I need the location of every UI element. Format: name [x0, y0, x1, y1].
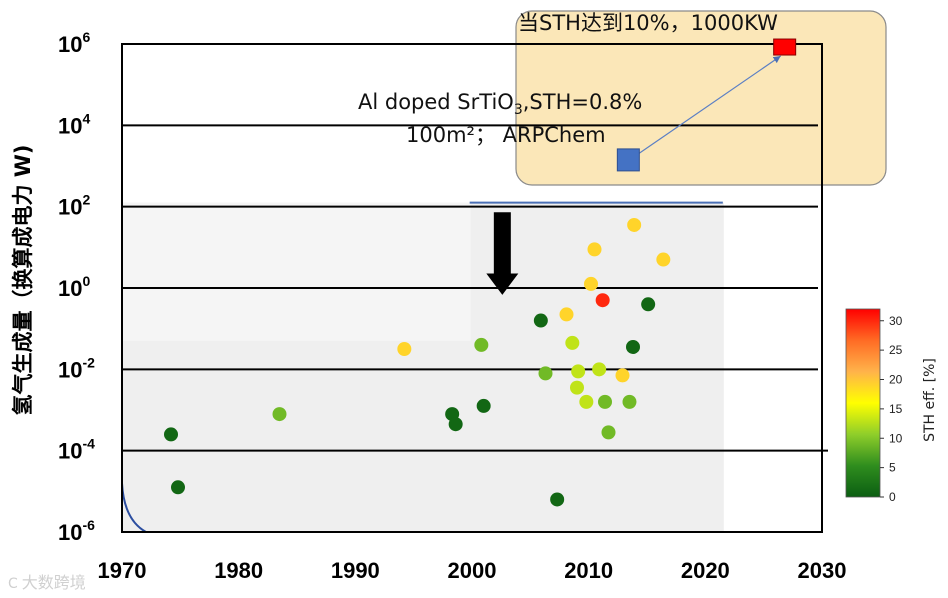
colorbar-tick-label: 0 — [889, 490, 896, 504]
watermark-logo-icon: C — [8, 576, 18, 592]
target-marker — [773, 38, 797, 56]
y-tick-label: 10-6 — [58, 517, 95, 545]
x-tick-label: 1970 — [98, 558, 147, 583]
data-point — [584, 276, 598, 291]
gridlines — [122, 124, 828, 452]
current-record-subscript: 3 — [513, 102, 523, 119]
x-tick-label: 2010 — [564, 558, 613, 583]
colorbar-tick-label: 5 — [889, 461, 896, 475]
down-arrow — [486, 212, 519, 295]
data-point — [565, 335, 580, 350]
current-record-area: 100m²； ARPChem — [406, 123, 606, 147]
data-point — [626, 339, 640, 354]
y-tick-labels: 10-6 10-4 10-2 100 102 104 106 — [58, 29, 95, 545]
data-point — [627, 217, 642, 232]
target-box-title: 当STH达到10%，1000KW — [518, 11, 778, 35]
x-tick-labels: 1970 1980 1990 2000 2010 2020 2030 — [98, 558, 847, 583]
data-point — [550, 492, 565, 507]
watermark: C 大数跨境 — [8, 569, 86, 593]
y-axis-label: 氢气生成量（换算成电力 W) — [11, 144, 35, 416]
colorbar-tick-label: 30 — [889, 314, 903, 328]
colorbar-gradient — [845, 308, 881, 498]
x-tick-label: 2020 — [681, 558, 730, 583]
data-point — [601, 425, 616, 440]
colorbar-tick-label: 25 — [889, 343, 903, 357]
x-tick-label: 2000 — [448, 558, 497, 583]
data-point — [272, 407, 287, 422]
data-point — [595, 293, 610, 308]
colorbar-title: STH eff. [%] — [922, 358, 938, 442]
data-point — [397, 342, 412, 356]
data-point — [164, 427, 178, 442]
colorbar: 0 5 10 15 20 25 30 — [845, 308, 903, 504]
data-point — [598, 394, 612, 409]
y-tick-label: 10-2 — [58, 354, 95, 382]
data-point — [448, 417, 463, 432]
data-point — [622, 394, 637, 409]
data-point — [571, 364, 586, 379]
colorbar-tick-label: 10 — [889, 431, 903, 445]
data-point — [474, 337, 489, 352]
y-tick-label: 10-4 — [58, 436, 95, 464]
data-point — [533, 313, 548, 328]
data-point — [615, 368, 630, 383]
data-point — [579, 394, 594, 409]
data-point — [476, 398, 491, 413]
y-tick-label: 102 — [58, 192, 90, 220]
x-tick-label: 1980 — [214, 558, 263, 583]
y-tick-label: 100 — [58, 273, 90, 301]
current-record-material: Al doped SrTiO — [358, 90, 514, 114]
y-tick-label: 106 — [58, 29, 90, 57]
x-tick-label: 1990 — [331, 558, 380, 583]
current-record-marker — [616, 148, 640, 172]
data-point — [641, 297, 656, 312]
colorbar-tick-label: 20 — [889, 373, 903, 387]
data-point — [559, 307, 574, 322]
data-point — [592, 362, 607, 377]
early-region-shade — [123, 202, 471, 341]
data-point — [171, 480, 185, 495]
data-point — [538, 366, 553, 381]
data-point — [570, 380, 584, 395]
data-point — [587, 242, 602, 257]
data-points — [164, 217, 671, 507]
watermark-text: 大数跨境 — [21, 573, 86, 592]
shaded-regions — [121, 201, 724, 533]
data-point — [656, 252, 671, 267]
current-record-sth: ,STH=0.8% — [522, 90, 643, 114]
y-tick-label: 104 — [58, 110, 90, 138]
annotation-markers — [486, 38, 797, 295]
current-record-label: Al doped SrTiO3,STH=0.8% — [358, 90, 642, 118]
colorbar-tick-label: 15 — [889, 402, 903, 416]
x-tick-label: 2030 — [798, 558, 847, 583]
progress-arrow — [637, 55, 782, 155]
